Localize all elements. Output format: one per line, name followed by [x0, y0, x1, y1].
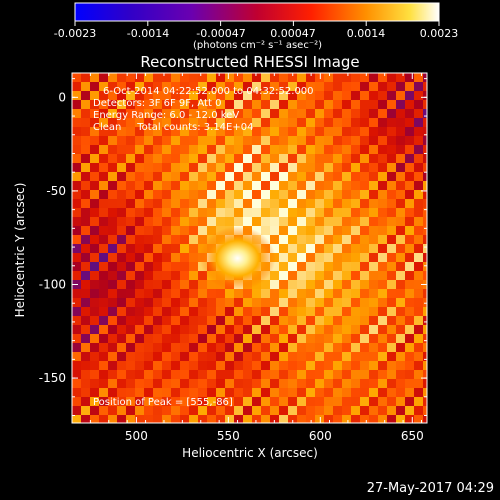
- x-tick-label: 600: [309, 429, 332, 443]
- observation-time-label: 6-Oct-2014 04:22:52.000 to 04:32:52.000: [103, 86, 314, 97]
- colorbar-tick-label: -0.0023: [53, 27, 97, 40]
- y-tick-label: 0: [58, 90, 66, 104]
- colorbar-tick-label: 0.0023: [419, 27, 459, 40]
- footer-timestamp: 27-May-2017 04:29: [366, 481, 494, 496]
- y-tick-label: -100: [39, 277, 66, 291]
- chart-title: Reconstructed RHESSI Image: [140, 53, 360, 71]
- colorbar-tick-label: 0.00047: [270, 27, 316, 40]
- x-tick-label: 500: [125, 429, 148, 443]
- x-tick: 650: [401, 73, 424, 443]
- x-tick: 550: [217, 73, 240, 443]
- colorbar-tick-label: -0.00047: [196, 27, 246, 40]
- colorbar-tick-marks: [74, 21, 440, 26]
- colorbar-unit-label: (photons cm⁻² s⁻¹ asec⁻²): [192, 40, 323, 51]
- colorbar: [74, 2, 440, 26]
- x-axis-title: Heliocentric X (arcsec): [182, 446, 318, 460]
- x-tick: 600: [309, 73, 332, 443]
- axes: 500 550 600 650 0 -50 -100 -150: [39, 72, 428, 443]
- heatmap-image: [72, 73, 427, 423]
- colorbar-tick-label: -0.0014: [126, 27, 170, 40]
- peak-position-label: Position of Peak = [555,-86]: [93, 397, 233, 408]
- x-tick: 500: [125, 73, 148, 443]
- colorbar-tick-label: 0.0014: [346, 27, 386, 40]
- clean-counts-label: Clean Total counts: 3.14E+04: [93, 122, 254, 133]
- y-tick-label: -150: [39, 371, 66, 385]
- detectors-label: Detectors: 3F 6F 9F, Att 0: [93, 98, 222, 109]
- colorbar-gradient: [74, 2, 440, 22]
- x-tick-label: 650: [401, 429, 424, 443]
- energy-range-label: Energy Range: 6.0 - 12.0 keV: [93, 110, 240, 121]
- y-axis-title: Heliocentric Y (arcsec): [13, 182, 27, 318]
- y-tick-label: -50: [46, 184, 66, 198]
- x-tick-label: 550: [217, 429, 240, 443]
